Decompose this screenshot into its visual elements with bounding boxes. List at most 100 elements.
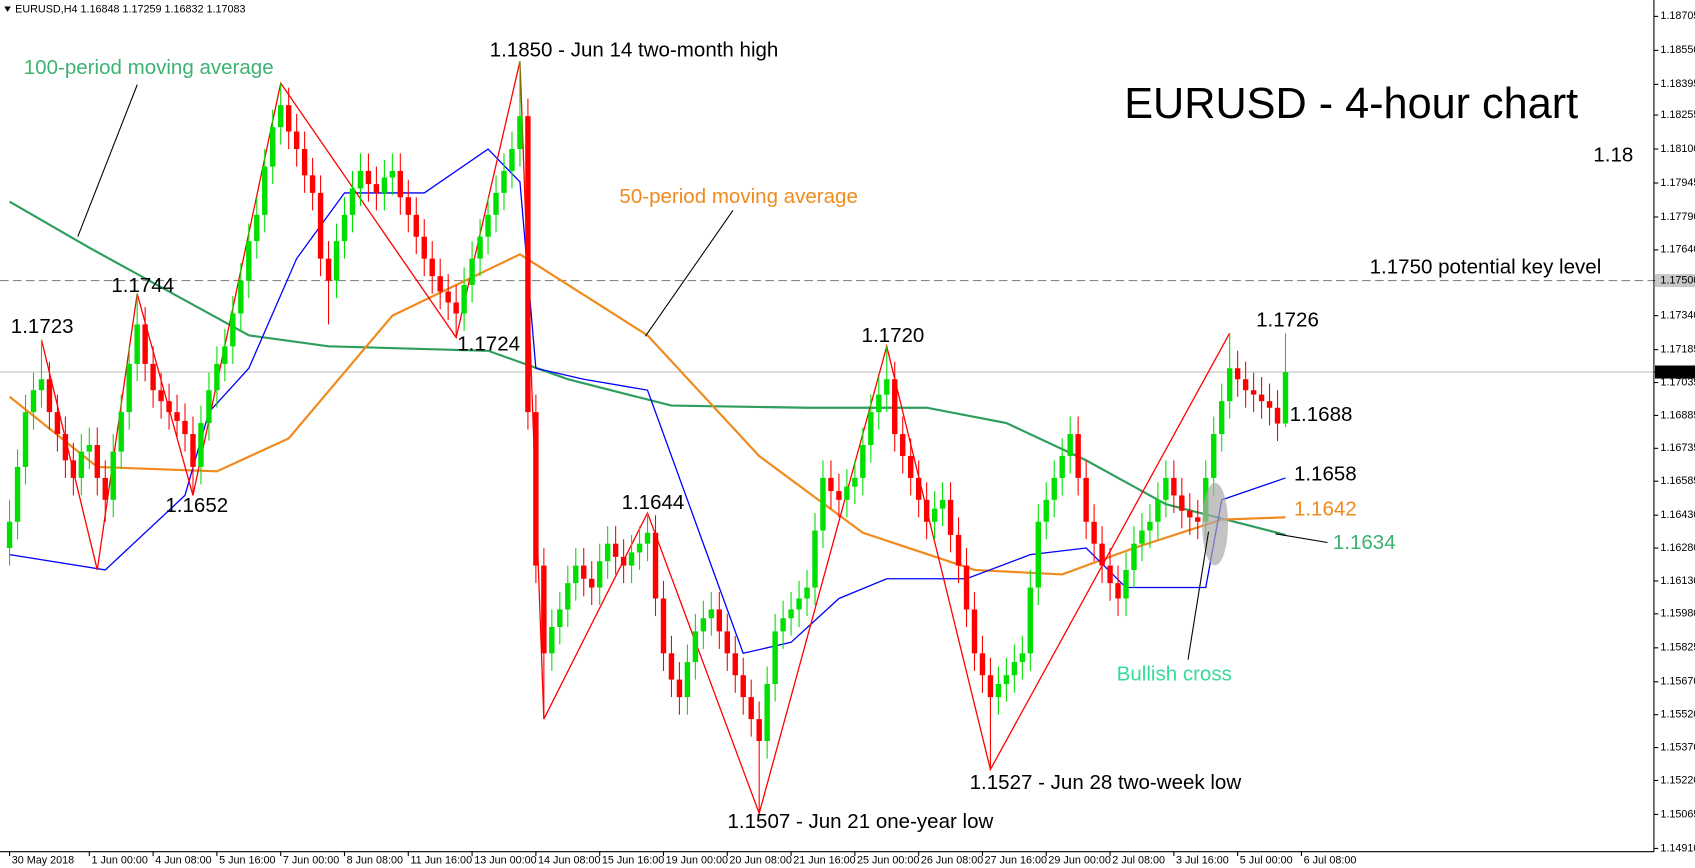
candle-body <box>1250 390 1257 395</box>
x-tick-label: 5 Jun 16:00 <box>219 854 275 866</box>
candle-body <box>333 241 340 281</box>
candle-body <box>1211 434 1217 478</box>
y-tick-label: 1.16130 <box>1660 575 1695 587</box>
candle-body <box>14 466 21 522</box>
candle-body <box>788 609 794 619</box>
y-tick-label: 1.16885 <box>1660 409 1695 421</box>
y-tick-label: 1.17640 <box>1660 244 1695 256</box>
candle-body <box>381 177 388 193</box>
x-tick-label: 15 Jun 16:00 <box>602 854 664 866</box>
candle-body <box>1226 368 1233 402</box>
last-price-tag <box>1655 365 1695 379</box>
candle-body <box>1067 434 1073 456</box>
candle-body <box>652 532 659 599</box>
candle-body <box>341 214 348 242</box>
candle-body <box>812 530 818 588</box>
candle-body <box>509 149 515 171</box>
candle-body <box>780 618 786 632</box>
candle-body <box>365 170 372 185</box>
candle-body <box>939 499 946 509</box>
candle-body <box>38 379 45 391</box>
candle-body <box>828 477 834 492</box>
candle-body <box>126 363 132 413</box>
candle-body <box>708 609 715 619</box>
candle-body <box>262 166 268 215</box>
annotation: 1.1750 potential key level <box>1370 255 1602 278</box>
candle-body <box>1147 521 1153 531</box>
candle-body <box>676 679 683 698</box>
x-tick-label: 5 Jul 00:00 <box>1240 854 1293 866</box>
candle-body <box>884 379 890 395</box>
candle-body <box>206 390 212 424</box>
candle-body <box>373 184 380 193</box>
x-tick-label: 29 Jun 00:00 <box>1048 854 1110 866</box>
x-tick-label: 7 Jun 00:00 <box>283 854 339 866</box>
candle-body <box>30 390 37 413</box>
candle-body <box>357 170 364 189</box>
candle-body <box>604 543 611 562</box>
candle-body <box>78 451 85 478</box>
candle-body <box>549 626 555 654</box>
candle-body <box>1218 401 1225 435</box>
pointer-line <box>77 84 138 237</box>
candle-body <box>804 587 810 599</box>
candle-body <box>692 631 699 663</box>
candle-body <box>349 188 356 215</box>
candle-body <box>238 280 244 314</box>
candle-body <box>198 423 204 467</box>
candle-body <box>325 258 332 281</box>
annotation: 1.1744 <box>111 274 174 297</box>
y-tick-label: 1.18100 <box>1660 143 1695 155</box>
candle-body <box>557 609 563 627</box>
candle-body <box>1171 477 1177 496</box>
annotation: 1.1850 - Jun 14 two-month high <box>490 38 779 61</box>
x-tick-label: 26 Jun 08:00 <box>921 854 983 866</box>
candle-body <box>1179 495 1185 511</box>
candle-body <box>1155 499 1161 522</box>
candle-body <box>772 631 778 684</box>
candle-body <box>110 451 116 500</box>
candle-body <box>1043 499 1049 522</box>
candle-body <box>716 609 723 632</box>
candle-body <box>182 420 188 435</box>
candle-body <box>1195 517 1201 522</box>
x-tick-label: 1 Jun 00:00 <box>91 854 147 866</box>
candle-body <box>724 631 730 654</box>
candle-body <box>1099 543 1105 566</box>
candle-body <box>1274 407 1281 424</box>
candle-body <box>150 363 156 391</box>
candle-body <box>230 313 236 347</box>
candle-body <box>796 598 802 610</box>
candle-body <box>22 412 29 467</box>
candle-body <box>389 170 396 178</box>
candle-body <box>644 532 651 544</box>
candle-body <box>1003 675 1010 684</box>
candle-body <box>293 131 300 150</box>
candle-body <box>1075 434 1081 478</box>
candle-body <box>1083 477 1089 522</box>
candle-body <box>6 521 13 549</box>
candle-body <box>102 477 108 500</box>
candle-body <box>1123 569 1129 599</box>
y-tick-label: 1.17035 <box>1660 376 1695 388</box>
candle-body <box>684 662 691 698</box>
candle-body <box>581 565 587 579</box>
pointer-line <box>644 210 734 337</box>
candle-body <box>1266 401 1273 408</box>
candle-body <box>421 236 427 259</box>
candle-body <box>1091 521 1097 544</box>
candle-body <box>565 583 571 610</box>
candle-body <box>636 543 643 553</box>
candle-body <box>222 346 228 364</box>
candle-body <box>931 508 938 522</box>
candle-body <box>309 175 316 193</box>
y-tick-label: 1.17083 <box>1660 366 1695 378</box>
candle-body <box>820 477 826 531</box>
candle-body <box>397 170 404 198</box>
x-tick-label: 4 Jun 08:00 <box>155 854 211 866</box>
candle-body <box>517 116 523 150</box>
candle-body <box>987 675 994 698</box>
x-tick-label: 20 Jun 08:00 <box>729 854 791 866</box>
candle-body <box>493 192 499 215</box>
